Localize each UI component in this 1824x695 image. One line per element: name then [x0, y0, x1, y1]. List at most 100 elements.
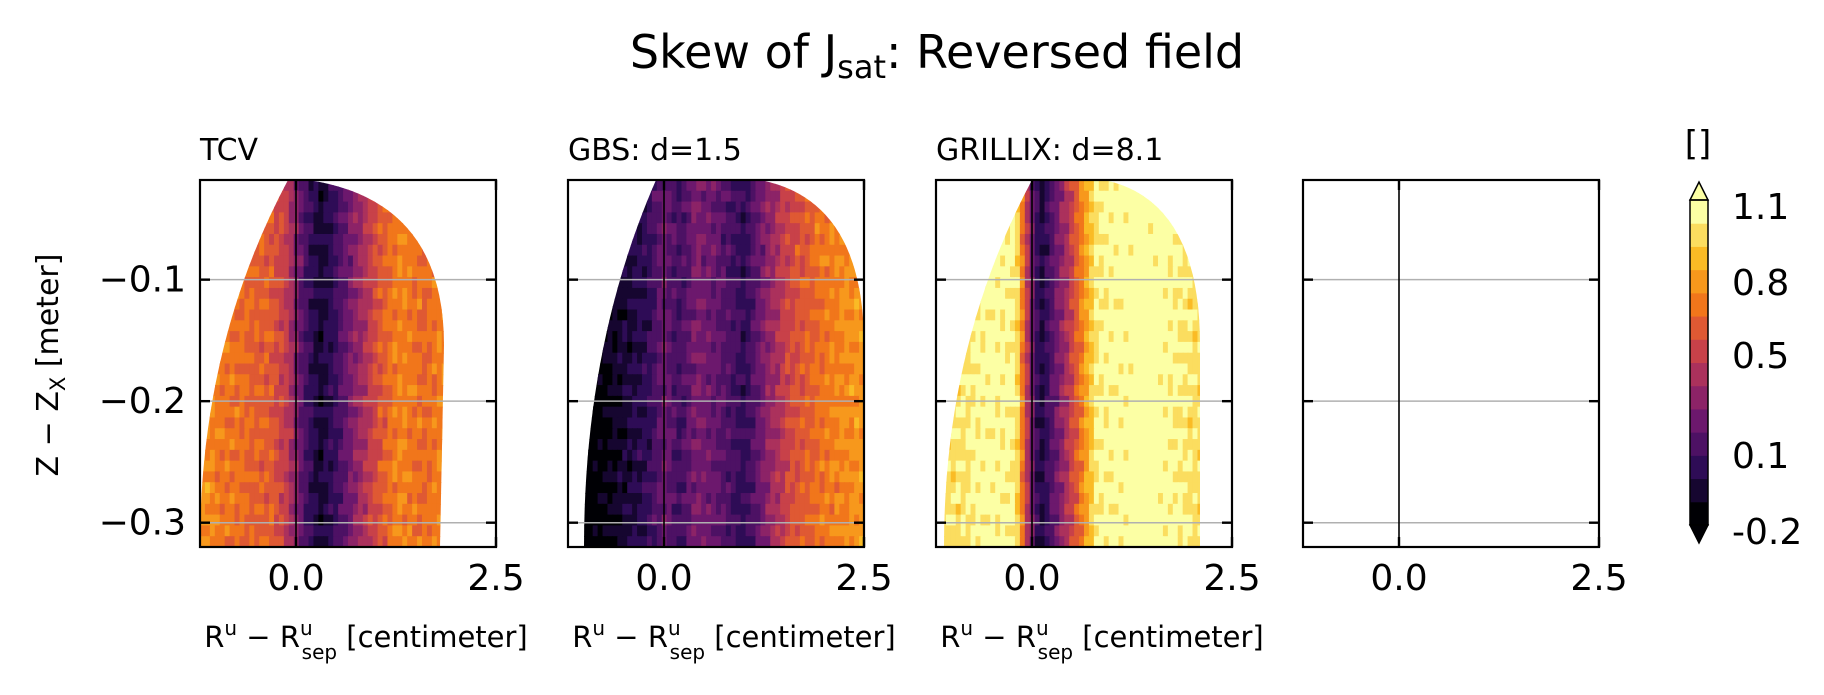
- contour-cell: [824, 212, 831, 224]
- contour-cell: [422, 406, 428, 419]
- contour-cell: [1158, 287, 1164, 300]
- contour-cell: [701, 277, 707, 289]
- contour-cell: [829, 536, 836, 547]
- contour-cell: [313, 309, 320, 322]
- contour-cell: [681, 233, 688, 246]
- contour-cell: [597, 460, 604, 473]
- contour-cell: [765, 514, 772, 527]
- contour-cell: [691, 514, 698, 527]
- contour-cell: [716, 439, 722, 451]
- contour-cell: [612, 180, 619, 192]
- contour-cell: [313, 331, 320, 343]
- contour-cell: [476, 428, 482, 440]
- contour-cell: [204, 460, 211, 473]
- contour-cell: [431, 363, 438, 376]
- contour-cell: [735, 374, 742, 386]
- contour-cell: [612, 482, 619, 494]
- contour-cell: [1084, 190, 1090, 203]
- contour-cell: [651, 331, 658, 343]
- contour-cell: [1222, 234, 1228, 246]
- contour-cell: [209, 309, 216, 322]
- contour-cell: [392, 525, 399, 537]
- contour-cell: [412, 233, 418, 246]
- contour-cell: [578, 504, 584, 516]
- contour-cell: [622, 363, 628, 376]
- contour-cell: [617, 298, 624, 311]
- contour-cell: [859, 417, 864, 430]
- contour-cell: [303, 309, 310, 322]
- contour-cell: [422, 363, 428, 376]
- contour-cell: [204, 180, 211, 192]
- contour-cell: [750, 417, 757, 430]
- contour-cell: [960, 255, 967, 268]
- contour-cell: [1010, 233, 1016, 246]
- contour-cell: [486, 439, 492, 451]
- contour-cell: [343, 536, 349, 547]
- contour-cell: [646, 309, 653, 322]
- contour-cell: [392, 514, 399, 527]
- contour-cell: [799, 471, 806, 484]
- contour-cell: [343, 233, 349, 246]
- contour-cell: [377, 406, 384, 419]
- contour-cell: [804, 536, 811, 547]
- contour-cell: [1098, 287, 1105, 300]
- contour-cell: [333, 266, 339, 278]
- contour-cell: [224, 233, 231, 246]
- contour-cell: [214, 341, 221, 354]
- contour-cell: [234, 536, 241, 547]
- contour-cell: [447, 493, 453, 505]
- contour-cell: [681, 212, 688, 224]
- contour-cell: [461, 342, 467, 354]
- contour-cell: [1148, 190, 1154, 203]
- contour-cell: [725, 223, 732, 235]
- contour-cell: [656, 536, 663, 547]
- contour-cell: [671, 406, 678, 419]
- contour-cell: [214, 406, 221, 419]
- contour-cell: [573, 245, 579, 257]
- contour-cell: [597, 180, 604, 192]
- contour-cell: [481, 266, 487, 278]
- contour-cell: [274, 439, 280, 451]
- contour-cell: [323, 201, 330, 214]
- contour-cell: [457, 266, 463, 278]
- contour-cell: [980, 255, 987, 268]
- contour-cell: [367, 417, 374, 430]
- contour-cell: [597, 320, 604, 332]
- contour-cell: [975, 320, 982, 332]
- contour-cell: [269, 493, 275, 505]
- contour-cell: [740, 525, 747, 537]
- contour-cell: [755, 439, 762, 451]
- contour-cell: [975, 266, 982, 278]
- contour-cell: [259, 190, 265, 203]
- contour-cell: [592, 255, 599, 268]
- contour-cell: [780, 536, 786, 547]
- contour-cell: [402, 460, 408, 473]
- contour-cell: [1202, 277, 1208, 289]
- contour-cell: [945, 233, 952, 246]
- contour-cell: [1153, 255, 1159, 268]
- contour-cell: [632, 460, 638, 473]
- contour-cell: [646, 460, 653, 473]
- contour-cell: [308, 514, 315, 527]
- contour-cell: [592, 352, 599, 365]
- contour-cell: [204, 244, 211, 257]
- contour-cell: [1064, 190, 1070, 203]
- contour-cell: [686, 449, 693, 462]
- contour-cell: [681, 514, 688, 527]
- contour-cell: [372, 255, 379, 268]
- contour-cell: [1212, 288, 1218, 300]
- contour-cell: [965, 223, 972, 235]
- contour-cell: [209, 482, 216, 494]
- contour-cell: [1044, 244, 1051, 257]
- contour-cell: [770, 493, 776, 505]
- contour-cell: [1113, 266, 1120, 278]
- contour-cell: [587, 385, 594, 397]
- contour-cell: [461, 277, 467, 289]
- contour-cell: [1010, 223, 1016, 235]
- contour-cell: [352, 482, 359, 494]
- contour-cell: [814, 180, 821, 192]
- contour-cell: [950, 180, 957, 192]
- contour-cell: [632, 482, 638, 494]
- contour-cell: [204, 298, 211, 311]
- contour-cell: [573, 266, 579, 278]
